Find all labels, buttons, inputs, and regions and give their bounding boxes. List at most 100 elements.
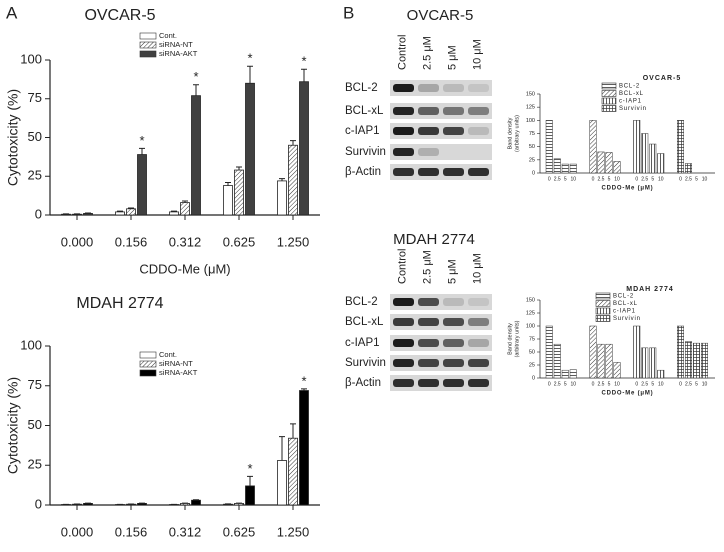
significance-label: * <box>139 133 144 148</box>
x-tick-label: 10 <box>658 176 664 182</box>
y-tick-label: 25 <box>529 362 535 368</box>
protein-label: Survivin <box>345 146 386 158</box>
y-tick-label: 100 <box>526 323 535 329</box>
x-tick-label: 10 <box>658 381 664 387</box>
error-bar <box>279 436 285 461</box>
bar <box>545 325 553 379</box>
bar <box>701 342 708 379</box>
bar <box>83 213 93 216</box>
protein-label: Survivin <box>345 357 386 369</box>
blot-band <box>418 359 439 367</box>
panel-label: A <box>6 3 18 22</box>
y-axis-label: (arbitrary units) <box>514 320 520 357</box>
blot-strip <box>390 335 492 351</box>
x-axis-label: CDDO-Me (μM) <box>602 186 654 192</box>
lane-label: 10 μM <box>471 253 483 284</box>
x-tick-label: 0.156 <box>115 234 148 249</box>
blot-band <box>443 359 464 367</box>
panel-label: B <box>343 3 354 22</box>
error-bar <box>236 166 242 171</box>
blot-band <box>443 318 464 326</box>
y-tick-label: 75 <box>28 377 42 392</box>
x-tick-label: 2.5 <box>641 176 648 182</box>
bar <box>180 503 190 506</box>
significance-label: * <box>193 69 198 84</box>
x-tick-label: 2.5 <box>554 381 561 387</box>
legend-label: c-IAP1 <box>619 99 642 105</box>
x-tick-label: 0.156 <box>115 524 148 539</box>
chart-title: MDAH 2774 <box>626 286 674 293</box>
lane-label: 10 μM <box>471 39 483 70</box>
y-tick-label: 50 <box>28 129 42 144</box>
bar <box>137 154 147 216</box>
x-axis-label: CDDO-Me (μM) <box>139 261 230 276</box>
blot-band <box>418 148 439 156</box>
x-tick-label: 5 <box>608 381 611 387</box>
legend-label: Survivin <box>613 316 641 322</box>
protein-label: β-Actin <box>345 377 381 389</box>
lane-label: 5 μM <box>446 45 458 70</box>
legend-label: siRNA-AKT <box>159 368 198 377</box>
blot-band <box>393 84 414 92</box>
bar <box>613 161 621 174</box>
bar <box>299 390 309 506</box>
y-tick-label: 75 <box>28 90 42 105</box>
x-tick-label: 10 <box>570 381 576 387</box>
blot-band <box>418 84 439 92</box>
blot-strip <box>390 144 492 160</box>
bar <box>633 120 641 174</box>
y-tick-label: 0 <box>35 496 42 511</box>
y-tick-label: 0 <box>532 170 535 176</box>
lane-label: Control <box>396 249 408 284</box>
x-tick-label: 0.312 <box>169 234 202 249</box>
blot-band <box>443 379 464 387</box>
legend-label: c-IAP1 <box>613 309 636 315</box>
legend-swatch <box>139 360 157 368</box>
error-bar <box>301 388 307 391</box>
y-tick-label: 100 <box>20 51 42 66</box>
blot-band <box>443 298 464 306</box>
lane-label: Control <box>396 35 408 70</box>
bar <box>288 437 298 506</box>
blot-strip <box>390 164 492 180</box>
x-tick-label: 0.625 <box>223 234 256 249</box>
bar <box>277 180 287 216</box>
bar <box>299 81 309 216</box>
bar <box>605 343 613 379</box>
blot-band <box>468 359 489 367</box>
bar <box>169 211 179 216</box>
bar <box>126 208 136 216</box>
blot-strip <box>390 294 492 310</box>
lane-label: 2.5 μM <box>421 36 433 70</box>
error-bar <box>279 178 285 181</box>
legend-swatch <box>601 82 617 90</box>
blot-band <box>443 127 464 135</box>
blot-band <box>468 84 489 92</box>
bar <box>553 158 561 174</box>
x-tick-label: 5 <box>695 176 698 182</box>
bar <box>277 460 287 506</box>
blot-band <box>443 339 464 347</box>
blot-strip <box>390 314 492 330</box>
x-tick-label: 0 <box>592 176 595 182</box>
error-bar <box>247 475 253 486</box>
y-axis-label: Cytotoxicity (%) <box>5 89 21 186</box>
y-axis-label: Cytotoxicity (%) <box>5 377 21 474</box>
legend-swatch <box>601 90 617 97</box>
blot-band <box>468 339 489 347</box>
lane-label: 5 μM <box>446 259 458 284</box>
protein-label: BCL-xL <box>345 105 384 117</box>
bar <box>115 211 125 216</box>
blot-band <box>443 107 464 115</box>
bar <box>223 185 233 216</box>
bar <box>569 369 577 379</box>
protein-label: BCL-2 <box>345 296 378 308</box>
blot-band <box>393 359 414 367</box>
y-tick-label: 0 <box>532 375 535 381</box>
bar <box>561 163 569 174</box>
legend-label: BCL-xL <box>613 301 638 307</box>
blot-band <box>418 298 439 306</box>
x-tick-label: 0 <box>548 176 551 182</box>
blot-band <box>468 127 489 135</box>
blot-band <box>393 127 414 135</box>
